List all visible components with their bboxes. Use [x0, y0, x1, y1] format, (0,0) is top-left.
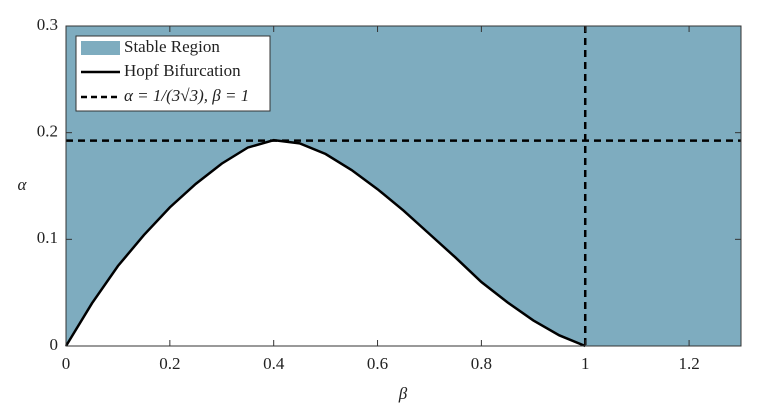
x-axis-label: β: [398, 384, 408, 403]
y-tick-label: 0.3: [37, 15, 58, 34]
y-tick-label: 0.1: [37, 228, 58, 247]
y-tick-label: 0.2: [37, 122, 58, 141]
x-tick-label: 0.8: [471, 354, 492, 373]
plot-frame: [65, 25, 742, 347]
x-tick-label: 0.6: [367, 354, 388, 373]
x-tick-label: 0: [62, 354, 71, 373]
x-tick-label: 1: [581, 354, 590, 373]
x-tick-label: 0.2: [159, 354, 180, 373]
hopf-curve: [64, 138, 586, 348]
y-tick-label: 0: [50, 335, 59, 354]
legend-label: α = 1/(3√3), β = 1: [124, 86, 249, 105]
y-axis-label: α: [18, 175, 28, 194]
legend-label: Stable Region: [124, 37, 220, 56]
x-tick-label: 1.2: [678, 354, 699, 373]
legend-label: Hopf Bifurcation: [124, 61, 241, 80]
legend-swatch: [81, 41, 120, 55]
x-tick-label: 0.4: [263, 354, 285, 373]
